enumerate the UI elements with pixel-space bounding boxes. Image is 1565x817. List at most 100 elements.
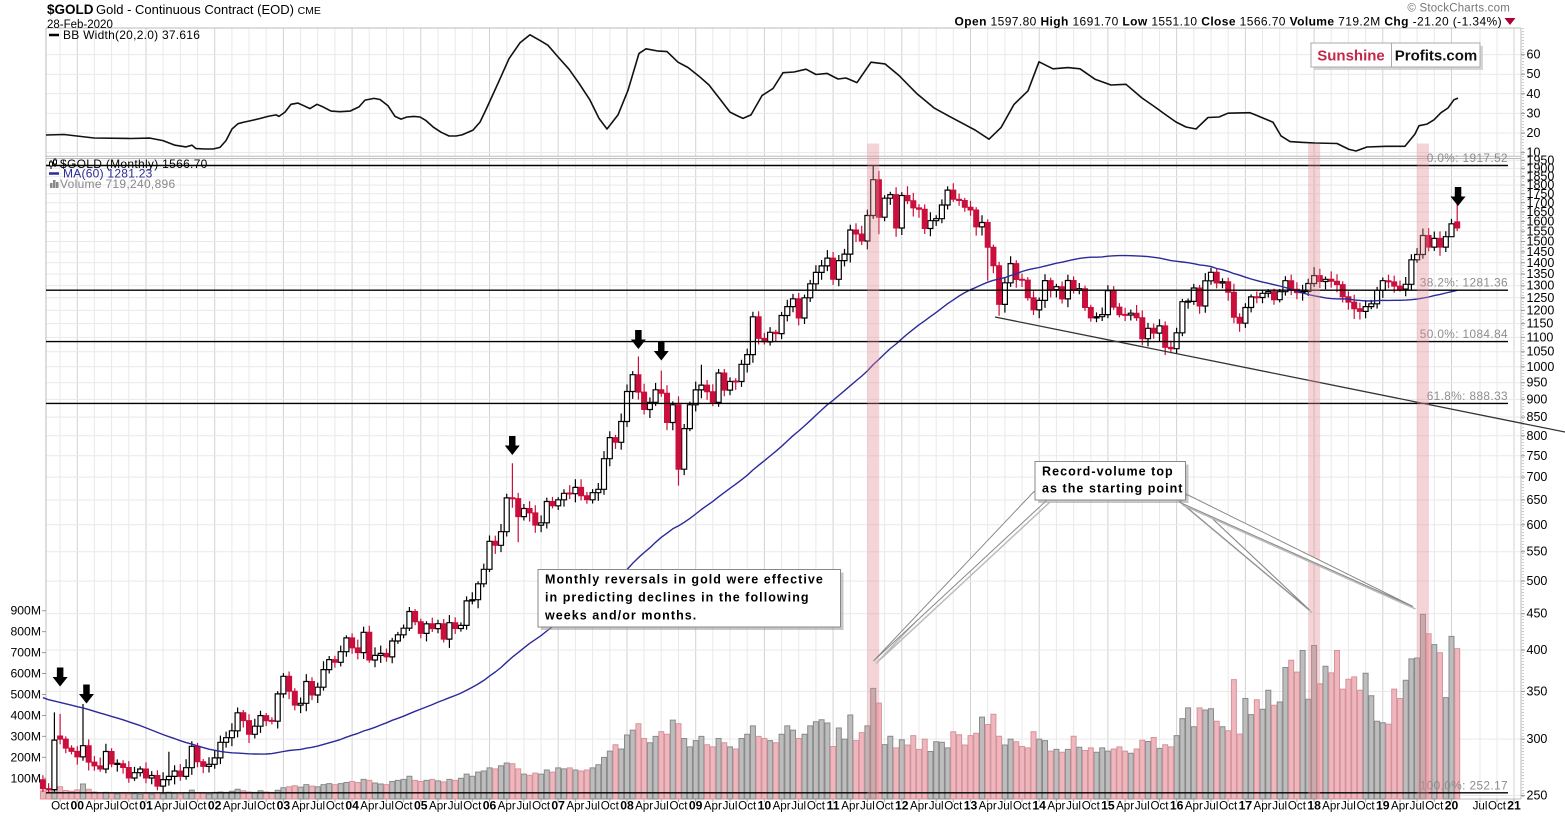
svg-text:Oct: Oct [463,800,482,813]
svg-text:900: 900 [1527,392,1548,406]
svg-text:18: 18 [1307,799,1321,813]
svg-text:Apr: Apr [1322,800,1340,813]
svg-text:Apr: Apr [1116,800,1134,813]
svg-text:Oct: Oct [1013,800,1032,813]
svg-text:650: 650 [1527,493,1548,507]
svg-text:1950: 1950 [1527,153,1555,167]
svg-text:Oct: Oct [738,800,757,813]
svg-text:Jul: Jul [1272,800,1287,813]
svg-text:50: 50 [1527,67,1541,81]
svg-text:Oct: Oct [1082,800,1101,813]
svg-text:Jul: Jul [1135,800,1150,813]
svg-text:Jul: Jul [723,800,738,813]
svg-text:28-Feb-2020: 28-Feb-2020 [47,19,113,31]
svg-text:21: 21 [1507,799,1521,813]
svg-text:Apr: Apr [1047,800,1065,813]
svg-text:1800: 1800 [1527,178,1555,192]
svg-text:Apr: Apr [292,800,310,813]
svg-text:09: 09 [689,799,703,813]
svg-text:800: 800 [1527,429,1548,443]
svg-text:Jul: Jul [104,800,119,813]
svg-text:700: 700 [1527,470,1548,484]
svg-text:Jul: Jul [1410,800,1425,813]
svg-text:Apr: Apr [154,800,172,813]
svg-text:00: 00 [71,799,85,813]
svg-text:Oct: Oct [601,800,620,813]
svg-text:07: 07 [551,799,565,813]
svg-text:20: 20 [1527,126,1541,140]
svg-text:Jul: Jul [1473,800,1488,813]
svg-text:900M: 900M [11,604,42,618]
svg-text:1850: 1850 [1527,170,1555,184]
svg-text:Oct: Oct [395,800,414,813]
svg-text:200M: 200M [11,750,42,764]
svg-text:Oct: Oct [876,800,895,813]
svg-text:Jul: Jul [448,800,463,813]
svg-text:700M: 700M [11,646,42,660]
svg-text:Apr: Apr [773,800,791,813]
svg-text:Apr: Apr [429,800,447,813]
svg-text:50.0%: 1084.84: 50.0%: 1084.84 [1420,327,1508,341]
svg-text:300M: 300M [11,729,42,743]
svg-text:600: 600 [1527,518,1548,532]
svg-text:Oct: Oct [1357,800,1376,813]
svg-text:Apr: Apr [566,800,584,813]
svg-text:Open 1597.80 High 1691.70 Low: Open 1597.80 High 1691.70 Low 1551.10 Cl… [955,15,1502,29]
svg-text:12: 12 [895,799,909,813]
svg-text:1300: 1300 [1527,279,1555,293]
svg-text:03: 03 [277,799,291,813]
svg-text:800M: 800M [11,625,42,639]
svg-text:Oct: Oct [944,800,963,813]
svg-text:$GOLD: $GOLD [47,2,94,17]
svg-text:Gold - Continuous Contract (EO: Gold - Continuous Contract (EOD) CME [96,2,321,17]
svg-text:100.0%: 252.17: 100.0%: 252.17 [1420,778,1508,792]
svg-text:Jul: Jul [310,800,325,813]
svg-text:1500: 1500 [1527,235,1555,249]
svg-text:Jul: Jul [516,800,531,813]
svg-text:1100: 1100 [1527,330,1554,344]
svg-text:Jul: Jul [860,800,875,813]
svg-text:10: 10 [758,799,772,813]
svg-text:Jul: Jul [1204,800,1219,813]
svg-text:1400: 1400 [1527,256,1555,270]
svg-text:Jul: Jul [997,800,1012,813]
svg-text:1650: 1650 [1527,205,1555,219]
svg-text:Oct: Oct [669,800,688,813]
svg-text:60: 60 [1527,48,1541,62]
svg-text:Oct: Oct [1288,800,1307,813]
svg-text:15: 15 [1101,799,1115,813]
svg-text:Apr: Apr [223,800,241,813]
svg-text:Jul: Jul [791,800,806,813]
svg-text:as the starting point: as the starting point [1042,482,1184,496]
svg-text:Jul: Jul [173,800,188,813]
svg-text:Apr: Apr [1185,800,1203,813]
svg-text:$GOLD (Monthly) 1566.70: $GOLD (Monthly) 1566.70 [60,157,208,171]
svg-text:61.8%: 888.33: 61.8%: 888.33 [1427,389,1508,403]
svg-text:Oct: Oct [1488,800,1507,813]
svg-text:Volume 719,240,896: Volume 719,240,896 [60,177,176,191]
svg-text:400M: 400M [11,709,42,723]
svg-text:1700: 1700 [1527,196,1555,210]
svg-text:02: 02 [208,799,222,813]
svg-text:Oct: Oct [1425,800,1444,813]
svg-text:Apr: Apr [1391,800,1409,813]
svg-text:1050: 1050 [1527,345,1555,359]
svg-text:1900: 1900 [1527,161,1555,175]
svg-text:Jul: Jul [654,800,669,813]
svg-text:Jul: Jul [929,800,944,813]
svg-text:Oct: Oct [257,800,276,813]
svg-text:Apr: Apr [1253,800,1271,813]
svg-text:Oct: Oct [1150,800,1169,813]
svg-text:Oct: Oct [51,800,70,813]
svg-text:weeks and/or months.: weeks and/or months. [544,609,697,623]
svg-text:05: 05 [414,799,428,813]
svg-text:600M: 600M [11,667,42,681]
svg-text:13: 13 [964,799,978,813]
svg-text:850: 850 [1527,410,1548,424]
svg-text:Apr: Apr [85,800,103,813]
svg-text:BB Width(20,2.0) 37.616: BB Width(20,2.0) 37.616 [63,28,200,42]
svg-text:Apr: Apr [360,800,378,813]
svg-text:1600: 1600 [1527,215,1555,229]
svg-text:17: 17 [1239,799,1253,813]
svg-text:550: 550 [1527,545,1548,559]
